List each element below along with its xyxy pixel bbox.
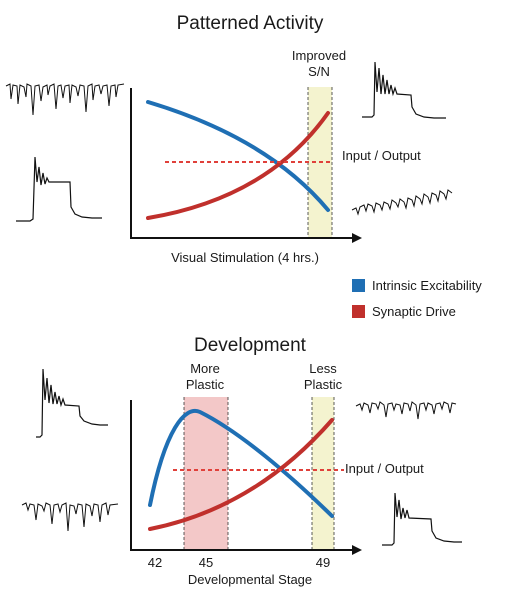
legend-swatch-intrinsic xyxy=(352,279,365,292)
top-title: Patterned Activity xyxy=(177,13,324,34)
top-right-spontaneous-trace xyxy=(351,189,453,216)
bottom-more-plastic-band xyxy=(184,397,228,549)
top-left-spontaneous-trace xyxy=(5,83,125,116)
bottom-highlight1-label-line2: Plastic xyxy=(186,377,225,392)
bottom-highlight2-label-line1: Less xyxy=(309,361,337,376)
bottom-tick-42: 42 xyxy=(148,555,162,570)
top-highlight-label-line2: S/N xyxy=(308,64,330,79)
bottom-left-evoked-trace xyxy=(36,368,108,438)
legend: Intrinsic Excitability Synaptic Drive xyxy=(352,278,482,319)
top-intrinsic-excitability-curve xyxy=(146,100,330,212)
bottom-input-output-label: Input / Output xyxy=(345,461,424,476)
top-panel: Patterned Activity Improved S/N Input / … xyxy=(5,13,453,265)
legend-label-intrinsic: Intrinsic Excitability xyxy=(372,278,482,293)
bottom-title: Development xyxy=(194,335,307,356)
top-x-axis-label: Visual Stimulation (4 hrs.) xyxy=(171,250,319,265)
bottom-highlight1-label-line1: More xyxy=(190,361,220,376)
bottom-synaptic-drive-curve xyxy=(148,418,334,531)
bottom-highlight2-label-line2: Plastic xyxy=(304,377,343,392)
bottom-intrinsic-excitability-curve xyxy=(148,408,334,518)
top-right-evoked-trace xyxy=(362,61,446,119)
legend-label-synaptic: Synaptic Drive xyxy=(372,304,456,319)
bottom-left-spontaneous-trace xyxy=(21,502,119,532)
top-left-evoked-trace xyxy=(16,156,102,222)
top-highlight-label-line1: Improved xyxy=(292,48,346,63)
top-synaptic-drive-curve xyxy=(146,111,330,220)
legend-swatch-synaptic xyxy=(352,305,365,318)
bottom-tick-45: 45 xyxy=(199,555,213,570)
bottom-right-spontaneous-trace xyxy=(355,401,457,420)
top-input-output-label: Input / Output xyxy=(342,148,421,163)
bottom-panel: Development More Plastic Less Plastic In… xyxy=(21,335,462,587)
bottom-tick-49: 49 xyxy=(316,555,330,570)
bottom-right-evoked-trace xyxy=(382,492,462,546)
bottom-x-axis-label: Developmental Stage xyxy=(188,572,312,587)
